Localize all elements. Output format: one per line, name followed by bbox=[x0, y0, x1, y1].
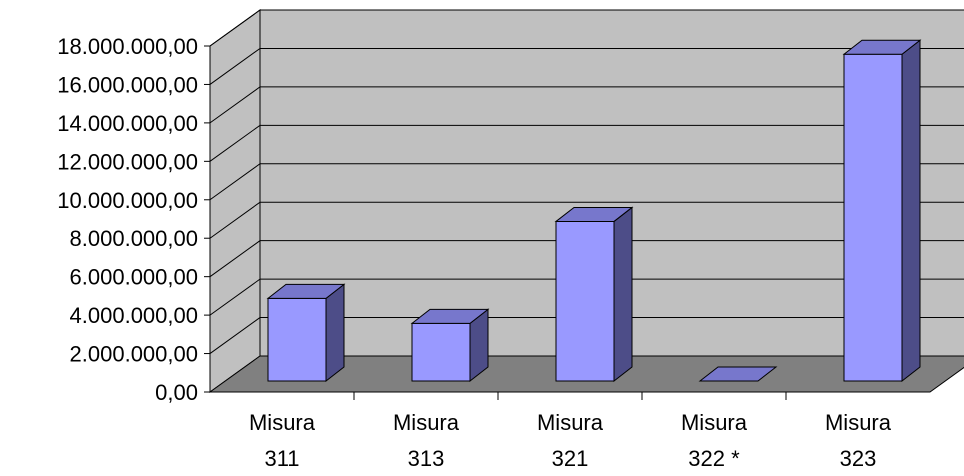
x-category-label-line: 321 bbox=[552, 446, 589, 471]
y-tick-labels: 0,00 2.000.000,00 4.000.000,00 6.000.000,00… bbox=[57, 34, 198, 405]
gridline bbox=[209, 47, 964, 85]
y-tick-label: 16.000.000,00 bbox=[57, 72, 198, 97]
x-category-label-line: 323 bbox=[840, 446, 877, 471]
gridline bbox=[209, 240, 964, 278]
bar bbox=[842, 39, 922, 383]
y-tick-label: 6.000.000,00 bbox=[70, 265, 198, 290]
side-wall bbox=[209, 9, 261, 393]
bar-front bbox=[555, 220, 615, 382]
bar-side bbox=[613, 206, 633, 383]
gridline bbox=[209, 317, 964, 354]
y-tick-label: 4.000.000,00 bbox=[70, 303, 198, 328]
x-category-label-line: 311 bbox=[264, 446, 299, 471]
x-category-label-line: Misura bbox=[249, 410, 316, 435]
y-tick-label: 8.000.000,00 bbox=[70, 226, 198, 251]
y-tick-label: 2.000.000,00 bbox=[70, 342, 198, 367]
bars bbox=[266, 39, 922, 383]
gridline bbox=[209, 124, 964, 162]
y-tick-label: 14.000.000,00 bbox=[57, 111, 198, 136]
y-tick-label: 10.000.000,00 bbox=[57, 188, 198, 213]
x-category-label-line: 322 * bbox=[688, 446, 740, 471]
bar-front bbox=[267, 297, 327, 382]
y-tick-label: 18.000.000,00 bbox=[57, 34, 198, 59]
y-tick-label: 12.000.000,00 bbox=[57, 149, 198, 174]
x-category-label: Misura 321 bbox=[537, 410, 604, 471]
x-category-label-line: Misura bbox=[825, 410, 892, 435]
x-category-label-line: Misura bbox=[393, 410, 460, 435]
bar-front bbox=[411, 322, 471, 382]
bar-front bbox=[843, 53, 903, 382]
bar-top bbox=[698, 366, 778, 382]
gridline bbox=[209, 9, 964, 47]
bar bbox=[698, 366, 778, 382]
bar bbox=[266, 283, 346, 383]
bar-top bbox=[842, 39, 922, 55]
gridline bbox=[209, 201, 964, 239]
bar-top bbox=[266, 283, 346, 299]
x-category-label: Misura 322 * bbox=[681, 410, 748, 471]
y-axis bbox=[204, 45, 930, 400]
x-category-label: Misura 323 bbox=[825, 410, 892, 471]
y-tick-label: 0,00 bbox=[155, 380, 198, 405]
x-category-label-line: 313 bbox=[408, 446, 445, 471]
bar-top bbox=[554, 206, 634, 222]
bar bbox=[410, 308, 490, 383]
gridline bbox=[209, 163, 964, 201]
x-category-label-line: Misura bbox=[681, 410, 748, 435]
x-category-label: Misura 311 bbox=[249, 410, 316, 471]
gridlines bbox=[209, 9, 964, 354]
x-category-label: Misura 313 bbox=[393, 410, 460, 471]
gridline bbox=[209, 278, 964, 316]
bar bbox=[554, 206, 634, 383]
bar-side bbox=[325, 283, 345, 383]
gridline bbox=[209, 86, 964, 124]
x-category-label-line: Misura bbox=[537, 410, 604, 435]
bar-top bbox=[410, 308, 490, 324]
bar-side bbox=[901, 39, 921, 383]
